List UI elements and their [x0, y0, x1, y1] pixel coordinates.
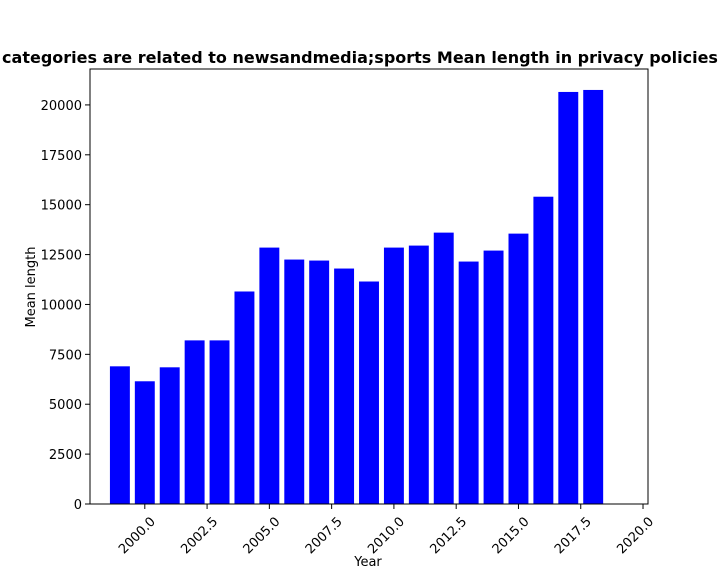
- chart-title: categories are related to newsandmedia;s…: [2, 48, 718, 67]
- plot-frame: [89, 68, 649, 505]
- bar-2013: [458, 261, 479, 504]
- x-tick-label: 2020.0: [614, 514, 657, 557]
- bar-2003: [209, 340, 230, 504]
- bar-2018: [583, 89, 604, 504]
- y-axis-ticks: 0 2500 5000 7500 10000 12500 15000 17500 20000: [41, 99, 90, 513]
- y-tick-label: 0: [74, 498, 82, 513]
- y-axis-label: Mean length: [24, 247, 39, 328]
- bar-2016: [533, 196, 554, 504]
- x-tick-label: 2010.0: [365, 514, 408, 557]
- y-tick-label: 17500: [41, 149, 82, 164]
- bar-2000: [134, 381, 155, 504]
- x-tick-label: 2007.5: [303, 514, 346, 557]
- y-tick-label: 2500: [49, 448, 82, 463]
- bar-2011: [408, 245, 429, 504]
- bar-2008: [334, 268, 355, 504]
- bar-2001: [159, 367, 180, 504]
- bar-2009: [359, 281, 379, 504]
- y-tick-label: 12500: [41, 249, 82, 264]
- y-tick-label: 5000: [49, 398, 82, 413]
- x-tick-label: 2012.5: [427, 514, 470, 557]
- x-tick-label: 2017.5: [552, 514, 595, 557]
- x-tick-label: 2005.0: [241, 514, 284, 557]
- y-tick-label: 7500: [49, 348, 82, 363]
- x-tick-label: 2000.0: [116, 514, 159, 557]
- bar-2012: [433, 232, 454, 504]
- bar-2005: [259, 247, 280, 504]
- y-tick-label: 10000: [41, 298, 82, 313]
- bar-1999: [109, 366, 130, 504]
- y-tick-label: 15000: [41, 199, 82, 214]
- bar-2017: [558, 91, 579, 504]
- bar-2007: [309, 260, 330, 504]
- bar-2014: [483, 250, 504, 504]
- x-tick-label: 2002.5: [178, 514, 221, 557]
- bar-2004: [234, 291, 255, 504]
- bar-2002: [184, 340, 205, 504]
- bar-2006: [284, 259, 305, 504]
- x-axis-ticks: 2000.0 2002.5 2005.0 2007.5 2010.0 2012.5 2015…: [116, 504, 657, 557]
- y-tick-label: 20000: [41, 99, 82, 114]
- bar-2010: [383, 247, 404, 504]
- x-tick-label: 2015.0: [490, 514, 533, 557]
- x-axis-label: Year: [353, 555, 382, 570]
- bar-2015: [508, 233, 529, 504]
- bars-group: [109, 89, 604, 504]
